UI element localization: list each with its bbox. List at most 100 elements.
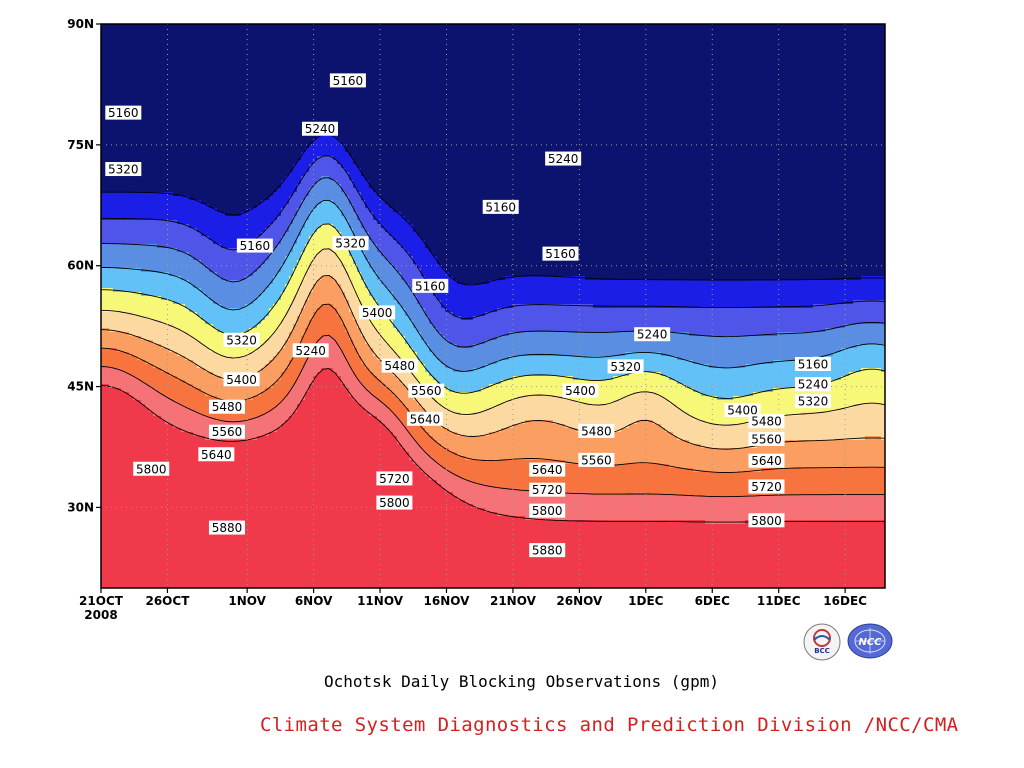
x-tick-label: 21OCT	[79, 594, 124, 608]
contour-label: 5720	[748, 479, 785, 494]
chart-caption: Ochotsk Daily Blocking Observations (gpm…	[324, 672, 719, 691]
contour-label: 5720	[376, 471, 413, 486]
contour-label-text: 5560	[411, 384, 442, 398]
contour-label-text: 5240	[295, 344, 326, 358]
y-tick-label: 30N	[67, 500, 94, 514]
credit-line: Climate System Diagnostics and Predictio…	[260, 714, 959, 736]
contour-label: 5320	[105, 162, 142, 177]
contour-line-5720	[101, 303, 885, 473]
y-tick-label: 45N	[67, 380, 94, 394]
contour-label-text: 5160	[415, 279, 446, 293]
contour-label-text: 5400	[727, 403, 758, 417]
contour-label-text: 5880	[532, 544, 563, 558]
ncc-logo-text: NCC	[858, 637, 882, 648]
x-tick-label: 21NOV	[490, 594, 537, 608]
contour-label: 5320	[607, 359, 644, 374]
contour-label-text: 5880	[212, 521, 243, 535]
contour-label: 5560	[748, 431, 785, 446]
contour-label-text: 5160	[545, 247, 576, 261]
contour-label: 5800	[133, 461, 170, 476]
contour-labels: 5160 5320 5160 5240 5160 5320 5160 5160 5240 5160…	[105, 73, 831, 558]
contour-label-text: 5320	[226, 333, 257, 347]
contour-label: 5560	[578, 452, 615, 467]
contour-label: 5800	[529, 503, 566, 518]
grid-lines	[101, 24, 885, 588]
contour-label-text: 5160	[240, 239, 271, 253]
x-tick-label: 26NOV	[556, 594, 603, 608]
ncc-logo-icon: NCC	[847, 623, 893, 659]
contour-label-text: 5800	[379, 496, 410, 510]
contour-label-text: 5240	[637, 328, 668, 342]
plot-frame	[100, 23, 886, 589]
contour-label-text: 5560	[751, 432, 782, 446]
bcc-logo-icon: BCC	[803, 623, 841, 661]
y-tick-label: 75N	[67, 138, 94, 152]
contour-label-text: 5160	[798, 358, 829, 372]
contour-label: 5320	[223, 332, 260, 347]
contour-label-text: 5720	[532, 483, 563, 497]
contour-label: 5240	[545, 151, 582, 166]
contour-label-text: 5720	[751, 480, 782, 494]
contour-label-text: 5320	[108, 163, 139, 177]
x-tick-label: 26OCT	[145, 594, 190, 608]
contour-label: 5240	[634, 327, 671, 342]
contour-label-text: 5800	[532, 504, 563, 518]
contour-label-text: 5320	[610, 360, 641, 374]
contour-label-text: 5560	[581, 453, 612, 467]
contour-line-5880	[101, 368, 885, 523]
contour-label-text: 5480	[751, 415, 782, 429]
contour-label: 5480	[578, 423, 615, 438]
contour-label: 5480	[208, 399, 245, 414]
contour-label-text: 5640	[410, 412, 441, 426]
contour-label-text: 5160	[485, 200, 516, 214]
contour-label: 5800	[748, 513, 785, 528]
contour-label-text: 5400	[565, 384, 596, 398]
x-tick-label: 16DEC	[823, 594, 867, 608]
contour-label: 5480	[748, 414, 785, 429]
contour-label-text: 5240	[305, 122, 336, 136]
contour-label: 5160	[329, 73, 366, 88]
contour-label: 5880	[529, 543, 566, 558]
contour-label-text: 5160	[108, 106, 139, 120]
contour-line-5560	[101, 248, 885, 426]
contour-label: 5640	[406, 411, 443, 426]
contour-label-text: 5320	[798, 395, 829, 409]
contour-label: 5560	[408, 383, 445, 398]
contour-label-text: 5240	[798, 378, 829, 392]
contour-label-text: 5720	[379, 472, 410, 486]
contour-label-text: 5560	[212, 425, 243, 439]
contour-label-text: 5400	[226, 373, 257, 387]
contour-label: 5240	[794, 377, 831, 392]
contour-label: 5480	[381, 358, 418, 373]
contour-label: 5560	[208, 424, 245, 439]
contour-label: 5640	[748, 453, 785, 468]
y-tick-label: 60N	[67, 259, 94, 273]
contour-fills	[101, 24, 885, 588]
contour-label-text: 5160	[333, 74, 364, 88]
y-tick-label: 90N	[67, 17, 94, 31]
contour-label: 5320	[332, 236, 369, 251]
contour-line-5160	[101, 134, 885, 286]
contour-line-5400	[101, 199, 885, 372]
contour-label: 5400	[223, 372, 260, 387]
contour-label: 5240	[292, 343, 329, 358]
x-tick-label: 1DEC	[628, 594, 664, 608]
contour-label-text: 5640	[532, 463, 563, 477]
contour-label: 5160	[542, 246, 579, 261]
x-tick-sublabel: 2008	[84, 608, 117, 622]
contour-label: 5400	[724, 402, 761, 417]
contour-label-text: 5240	[548, 152, 579, 166]
x-tick-label: 11NOV	[357, 594, 404, 608]
contour-label: 5320	[794, 394, 831, 409]
contour-line-5240	[101, 155, 885, 320]
contour-label-text: 5800	[751, 514, 782, 528]
contour-label: 5880	[208, 520, 245, 535]
contour-label-text: 5640	[201, 448, 232, 462]
contour-label: 5160	[482, 199, 519, 214]
contour-label: 5640	[529, 462, 566, 477]
contour-lines	[101, 134, 885, 523]
contour-label-text: 5480	[581, 424, 612, 438]
x-tick-label: 16NOV	[424, 594, 471, 608]
